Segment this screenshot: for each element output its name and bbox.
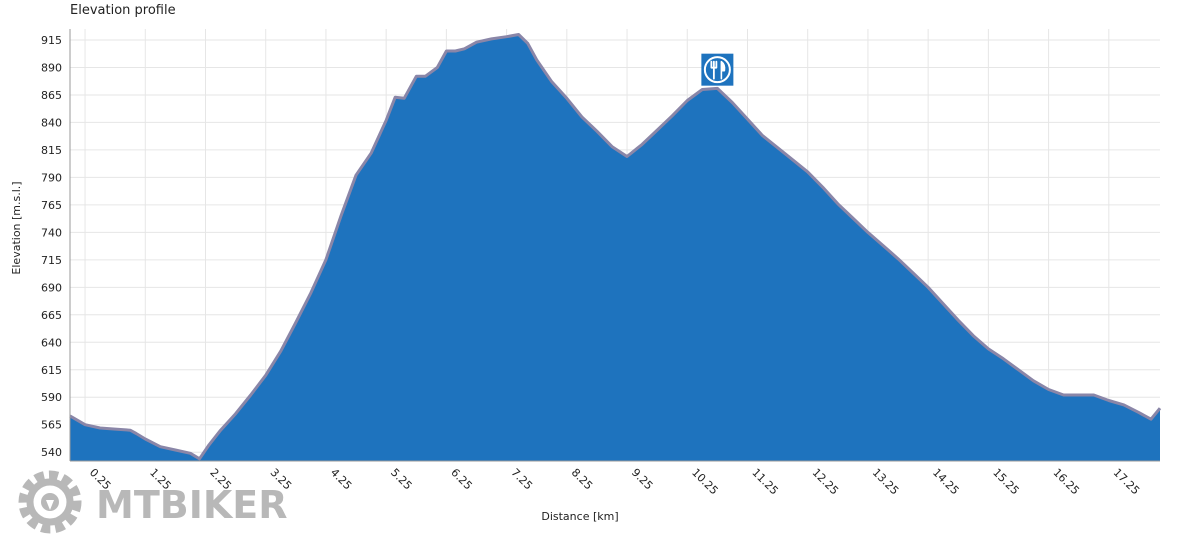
y-tick-label: 640 — [41, 336, 62, 349]
x-tick-label: 16.25 — [1050, 466, 1081, 497]
restaurant-marker[interactable] — [701, 53, 734, 86]
watermark-text: MTBIKER — [96, 483, 288, 527]
x-tick-label: 9.25 — [629, 466, 656, 493]
x-tick-label: 15.25 — [990, 466, 1021, 497]
chart-title: Elevation profile — [70, 3, 176, 18]
elevation-line — [69, 33, 1162, 461]
y-tick-label: 740 — [41, 226, 62, 239]
y-axis-label: Elevation [m.s.l.] — [10, 181, 23, 274]
axes — [69, 29, 1160, 462]
y-tick-label: 865 — [41, 89, 62, 102]
y-tick-label: 615 — [41, 364, 62, 377]
x-tick-label: 8.25 — [569, 466, 596, 493]
y-tick-label: 765 — [41, 199, 62, 212]
fork-knife-icon — [710, 60, 726, 80]
x-tick-label: 7.25 — [508, 466, 535, 493]
x-tick-label: 11.25 — [749, 466, 780, 497]
elevation-area-layer — [69, 33, 1162, 461]
gear-icon — [18, 470, 82, 534]
x-tick-label: 10.25 — [689, 466, 720, 497]
x-tick-label: 17.25 — [1111, 466, 1142, 497]
y-tick-labels: 540 565 590 615 640 665 690 715 740 765 790 815 840 8… — [41, 34, 62, 459]
y-tick-label: 890 — [41, 61, 62, 74]
y-tick-label: 790 — [41, 171, 62, 184]
x-axis-label: Distance [km] — [541, 510, 618, 523]
marker-box — [701, 53, 734, 86]
x-tick-label: 5.25 — [388, 466, 415, 493]
y-tick-label: 915 — [41, 34, 62, 47]
y-tick-label: 840 — [41, 116, 62, 129]
y-tick-label: 540 — [41, 446, 62, 459]
x-tick-label: 14.25 — [930, 466, 961, 497]
y-tick-label: 590 — [41, 391, 62, 404]
y-tick-label: 565 — [41, 419, 62, 432]
y-tick-label: 715 — [41, 254, 62, 267]
marker-ring — [703, 56, 731, 84]
x-tick-label: 13.25 — [870, 466, 901, 497]
elevation-area — [70, 34, 1160, 461]
mtbiker-watermark: MTBIKER — [18, 470, 288, 534]
x-tick-label: 12.25 — [810, 466, 841, 497]
y-tick-label: 815 — [41, 144, 62, 157]
y-tick-label: 665 — [41, 309, 62, 322]
y-tick-label: 690 — [41, 281, 62, 294]
x-tick-label: 4.25 — [328, 466, 355, 493]
x-tick-label: 6.25 — [448, 466, 475, 493]
